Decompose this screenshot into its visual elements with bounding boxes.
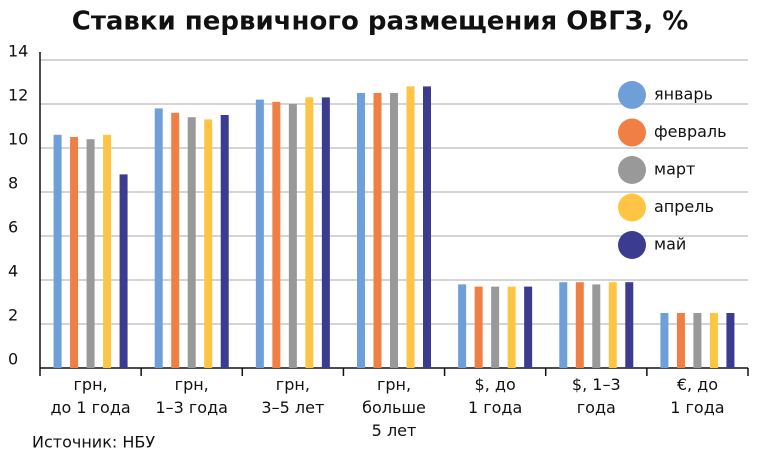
x-tick-label-line: 3–5 лет [261,398,324,417]
y-tick-label: 4 [8,262,18,281]
x-tick-label: грн, 1–3 года [155,375,228,417]
y-tick-label: 8 [8,174,18,193]
bar [305,97,314,369]
x-tick-label-line: грн, [74,375,108,394]
legend-label: февраль [654,122,727,141]
bar [559,282,568,368]
y-tick-label: 14 [8,42,28,61]
x-tick-label-line: 1–3 года [155,398,228,417]
x-tick-label-line: грн, [175,375,209,394]
bar [357,93,365,368]
x-tick-label: $, до 1 года [468,375,522,417]
bar [423,86,431,369]
legend-swatch [618,118,646,147]
bar [187,117,196,368]
bar [726,313,735,368]
x-tick-label-line: грн, [276,375,310,394]
bar [70,137,79,368]
bar [592,284,601,368]
bar [119,174,128,368]
y-tick-label: 2 [8,306,18,325]
x-tick-label-line: 5 лет [372,421,417,440]
y-tick-label: 12 [8,86,28,105]
bar [625,282,634,368]
bar [321,97,330,369]
bar [288,104,297,368]
x-tick-label-line: до 1 года [50,398,130,417]
bar [171,112,180,368]
legend-label: март [654,160,695,179]
x-tick-label: грн, до 1 года [50,375,130,417]
bar [255,99,264,368]
bar [608,282,617,368]
legend-label: апрель [654,197,714,216]
bar [575,282,584,368]
y-tick-label: 10 [8,130,28,149]
bar [154,108,163,369]
chart-title: Ставки первичного размещения ОВГЗ, % [72,7,689,37]
x-tick-label: $, 1–3 года [572,375,621,417]
x-tick-label-line: $, до [475,375,516,394]
legend-swatch [618,231,646,259]
legend-swatch [618,81,646,109]
bar [373,93,382,368]
bar [491,286,500,368]
bar [709,313,718,368]
legend-label: май [654,235,686,254]
bar [660,313,669,368]
legend-label: январь [654,85,713,104]
x-tick-label-line: года [577,398,616,417]
bar [507,286,516,368]
legend-swatch [618,156,646,184]
bar [272,101,281,369]
x-tick-label-line: €, до [677,375,718,394]
x-tick-label-line: $, 1–3 [572,375,621,394]
bar [693,313,702,368]
source-note: Источник: НБУ [32,433,155,452]
legend-swatch [618,193,646,222]
bar [458,284,467,368]
bar [406,86,415,369]
bar [103,134,112,368]
bar [390,93,398,368]
bar [676,313,685,368]
x-tick-label: грн, больше 5 лет [362,375,426,440]
bar [474,286,483,368]
x-tick-label: грн, 3–5 лет [261,375,324,417]
bar [86,139,95,368]
x-tick-label-line: 1 года [468,398,522,417]
bar [220,115,229,368]
x-tick-label: €, до 1 года [670,375,724,417]
bar [524,286,533,368]
bar [53,134,62,368]
x-tick-label-line: 1 года [670,398,724,417]
y-tick-label: 6 [8,218,18,237]
bar [204,119,213,369]
y-tick-label: 0 [8,350,18,369]
x-tick-label-line: больше [362,398,426,417]
x-tick-label-line: грн, [377,375,411,394]
